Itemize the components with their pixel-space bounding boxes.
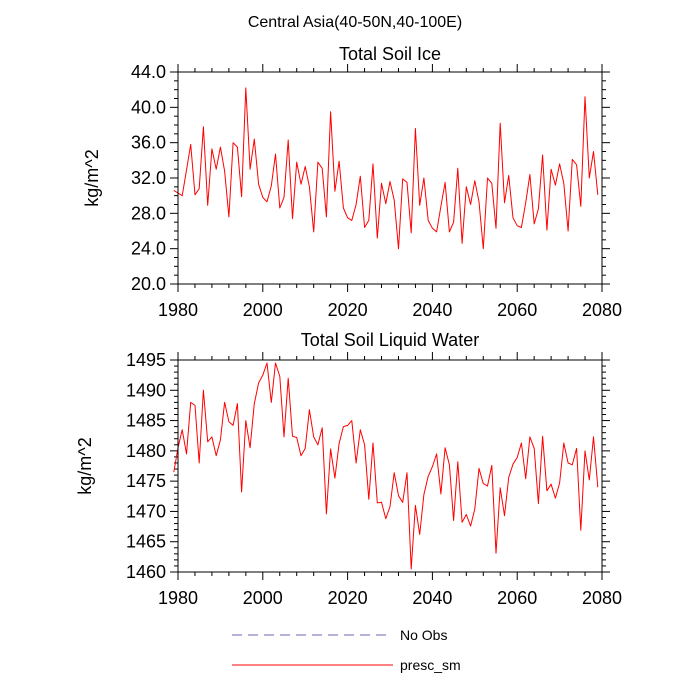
y-tick-label: 1470	[126, 501, 166, 521]
y-tick-label: 36.0	[131, 133, 166, 153]
x-tick-label: 2020	[328, 300, 368, 320]
y-tick-label: 1475	[126, 471, 166, 491]
panel-total-soil-ice: Total Soil Ice kg/m^2 1980 2000 2020 2040 20…	[82, 44, 622, 320]
axis-ticks	[170, 352, 610, 580]
legend-label-presc-sm: presc_sm	[400, 657, 461, 673]
y-axis-label: kg/m^2	[75, 437, 95, 494]
x-tick-label: 2060	[497, 300, 537, 320]
series-presc-sm-line	[173, 87, 599, 250]
panel-title: Total Soil Liquid Water	[301, 330, 479, 350]
panel-title: Total Soil Ice	[339, 44, 441, 64]
x-tick-label: 2040	[412, 300, 452, 320]
y-tick-label: 1495	[126, 350, 166, 370]
panel-total-soil-liquid-water: Total Soil Liquid Water kg/m^2 1980 2000 2…	[75, 330, 622, 608]
x-tick-label: 1980	[158, 588, 198, 608]
series-presc-sm-line	[173, 362, 599, 570]
x-tick-label: 2060	[497, 588, 537, 608]
y-tick-label: 20.0	[131, 274, 166, 294]
plot-frame	[177, 71, 603, 285]
y-tick-label: 1490	[126, 380, 166, 400]
y-tick-label: 24.0	[131, 239, 166, 259]
plot-frame	[177, 359, 603, 573]
legend-label-no-obs: No Obs	[400, 627, 447, 643]
y-tick-label: 40.0	[131, 97, 166, 117]
y-tick-label: 1485	[126, 411, 166, 431]
y-tick-label: 28.0	[131, 203, 166, 223]
x-tick-label: 2040	[412, 588, 452, 608]
legend: No Obs presc_sm	[232, 627, 461, 673]
x-tick-label: 2080	[582, 588, 622, 608]
axis-tick-labels: 1980 2000 2020 2040 2060 2080 20.0 24.0 28.0 32.0…	[131, 62, 622, 320]
y-tick-label: 32.0	[131, 168, 166, 188]
x-tick-label: 1980	[158, 300, 198, 320]
y-tick-label: 1480	[126, 441, 166, 461]
y-tick-label: 1460	[126, 562, 166, 582]
x-tick-label: 2000	[243, 300, 283, 320]
x-tick-label: 2000	[243, 588, 283, 608]
figure-suptitle: Central Asia(40-50N,40-100E)	[248, 14, 462, 31]
axis-tick-labels: 1980 2000 2020 2040 2060 2080 1460 1465 1470 1475…	[126, 350, 622, 608]
axis-ticks	[170, 64, 610, 292]
y-axis-label: kg/m^2	[82, 149, 102, 206]
y-tick-label: 1465	[126, 532, 166, 552]
y-tick-label: 44.0	[131, 62, 166, 82]
x-tick-label: 2080	[582, 300, 622, 320]
x-tick-label: 2020	[328, 588, 368, 608]
